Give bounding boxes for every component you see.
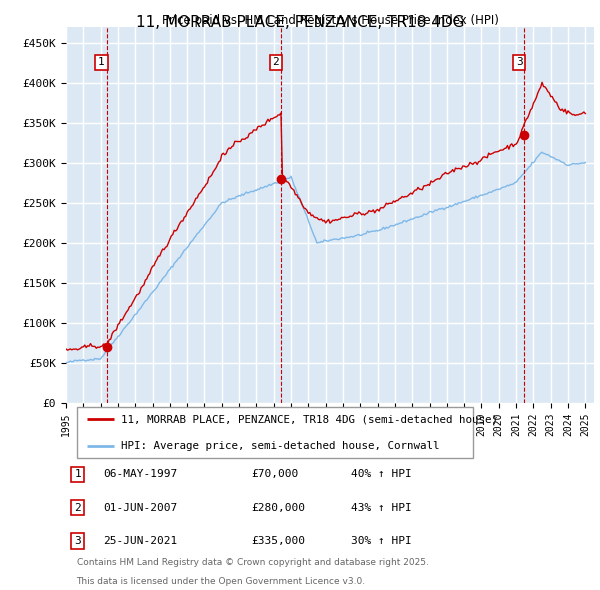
Text: 01-JUN-2007: 01-JUN-2007 [103, 503, 177, 513]
Text: 11, MORRAB PLACE, PENZANCE, TR18 4DG: 11, MORRAB PLACE, PENZANCE, TR18 4DG [136, 15, 464, 30]
Text: £70,000: £70,000 [251, 469, 298, 479]
Text: 40% ↑ HPI: 40% ↑ HPI [351, 469, 412, 479]
Text: Contains HM Land Registry data © Crown copyright and database right 2025.: Contains HM Land Registry data © Crown c… [77, 559, 428, 568]
Text: 25-JUN-2021: 25-JUN-2021 [103, 536, 177, 546]
Text: 11, MORRAB PLACE, PENZANCE, TR18 4DG (semi-detached house): 11, MORRAB PLACE, PENZANCE, TR18 4DG (se… [121, 414, 499, 424]
Text: 2: 2 [74, 503, 81, 513]
Title: Price paid vs. HM Land Registry's House Price Index (HPI): Price paid vs. HM Land Registry's House … [161, 14, 499, 27]
Text: 1: 1 [74, 469, 81, 479]
Text: 43% ↑ HPI: 43% ↑ HPI [351, 503, 412, 513]
Text: HPI: Average price, semi-detached house, Cornwall: HPI: Average price, semi-detached house,… [121, 441, 440, 451]
FancyBboxPatch shape [77, 407, 473, 458]
Text: 3: 3 [74, 536, 81, 546]
Text: £335,000: £335,000 [251, 536, 305, 546]
Text: £280,000: £280,000 [251, 503, 305, 513]
Text: 3: 3 [516, 57, 523, 67]
Text: 30% ↑ HPI: 30% ↑ HPI [351, 536, 412, 546]
Text: 1: 1 [98, 57, 105, 67]
Text: 2: 2 [272, 57, 279, 67]
Text: This data is licensed under the Open Government Licence v3.0.: This data is licensed under the Open Gov… [77, 577, 365, 586]
Text: 06-MAY-1997: 06-MAY-1997 [103, 469, 177, 479]
